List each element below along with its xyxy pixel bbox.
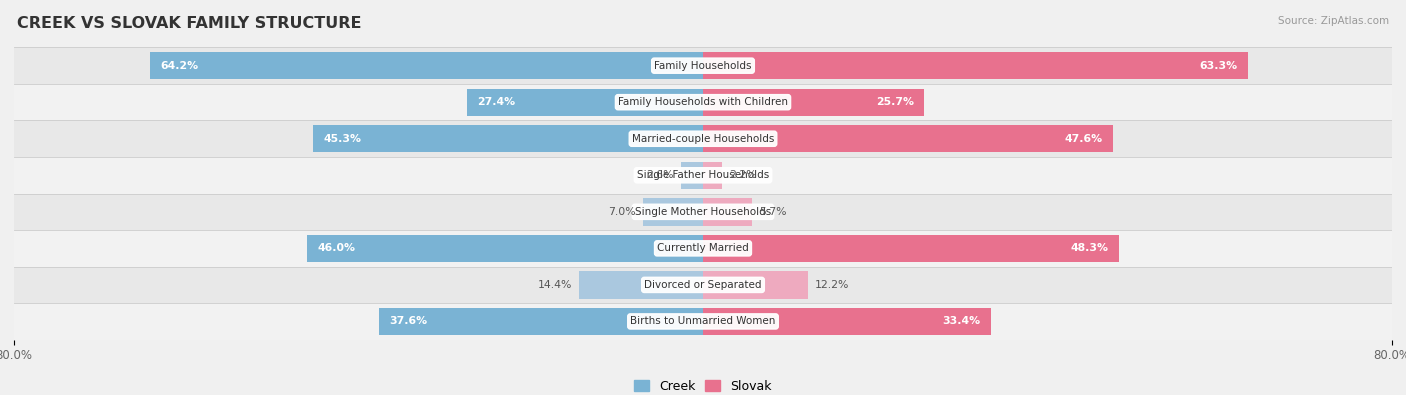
Bar <box>703 88 924 116</box>
Text: Divorced or Separated: Divorced or Separated <box>644 280 762 290</box>
Text: 12.2%: 12.2% <box>815 280 849 290</box>
Text: 2.2%: 2.2% <box>728 170 756 180</box>
Text: 47.6%: 47.6% <box>1064 134 1102 144</box>
Bar <box>703 235 1119 262</box>
Text: 14.4%: 14.4% <box>537 280 572 290</box>
Text: 64.2%: 64.2% <box>160 61 198 71</box>
Bar <box>579 271 703 299</box>
Text: 48.3%: 48.3% <box>1070 243 1108 253</box>
Text: Family Households with Children: Family Households with Children <box>619 97 787 107</box>
Bar <box>703 198 752 226</box>
Text: 46.0%: 46.0% <box>318 243 356 253</box>
Bar <box>703 308 991 335</box>
Bar <box>14 120 1392 157</box>
Bar <box>681 162 703 189</box>
Legend: Creek, Slovak: Creek, Slovak <box>628 375 778 395</box>
Bar <box>14 47 1392 84</box>
Bar <box>703 162 721 189</box>
Text: 5.7%: 5.7% <box>759 207 786 217</box>
Bar <box>380 308 703 335</box>
Bar <box>703 271 808 299</box>
Text: Family Households: Family Households <box>654 61 752 71</box>
Bar <box>14 84 1392 120</box>
Text: Births to Unmarried Women: Births to Unmarried Women <box>630 316 776 326</box>
Text: Currently Married: Currently Married <box>657 243 749 253</box>
Bar <box>14 303 1392 340</box>
Bar <box>14 157 1392 194</box>
Text: CREEK VS SLOVAK FAMILY STRUCTURE: CREEK VS SLOVAK FAMILY STRUCTURE <box>17 16 361 31</box>
Bar <box>703 125 1114 152</box>
Text: Single Mother Households: Single Mother Households <box>636 207 770 217</box>
Text: 7.0%: 7.0% <box>609 207 636 217</box>
Bar <box>314 125 703 152</box>
Bar <box>307 235 703 262</box>
Bar <box>643 198 703 226</box>
Text: 27.4%: 27.4% <box>478 97 516 107</box>
Bar <box>467 88 703 116</box>
Text: Source: ZipAtlas.com: Source: ZipAtlas.com <box>1278 16 1389 26</box>
Text: Single Father Households: Single Father Households <box>637 170 769 180</box>
Text: 25.7%: 25.7% <box>876 97 914 107</box>
Bar <box>703 52 1249 79</box>
Text: 2.6%: 2.6% <box>647 170 673 180</box>
Bar <box>14 230 1392 267</box>
Bar <box>150 52 703 79</box>
Bar <box>14 194 1392 230</box>
Text: Married-couple Households: Married-couple Households <box>631 134 775 144</box>
Text: 45.3%: 45.3% <box>323 134 361 144</box>
Text: 33.4%: 33.4% <box>942 316 980 326</box>
Text: 37.6%: 37.6% <box>389 316 427 326</box>
Bar <box>14 267 1392 303</box>
Text: 63.3%: 63.3% <box>1199 61 1237 71</box>
